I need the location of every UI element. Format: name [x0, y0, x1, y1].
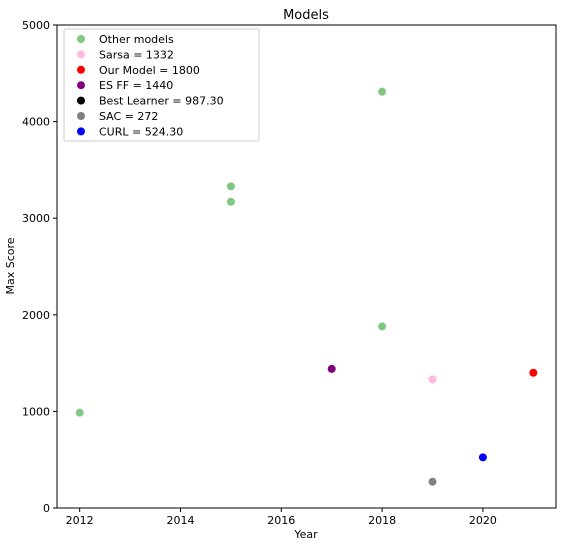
x-axis-label: Year	[293, 528, 318, 541]
legend-label: Our Model = 1800	[99, 64, 200, 77]
x-tick-label: 2014	[166, 514, 194, 527]
data-points	[75, 87, 538, 486]
data-point	[428, 477, 437, 486]
data-point	[529, 368, 538, 377]
legend-box	[63, 28, 260, 142]
legend-marker	[77, 35, 85, 43]
legend-marker	[77, 50, 85, 59]
y-tick-label: 4000	[22, 116, 50, 129]
legend-marker	[77, 127, 85, 136]
legend-label: Sarsa = 1332	[99, 48, 174, 61]
legend-label: CURL = 524.30	[99, 125, 183, 138]
data-point	[478, 453, 487, 462]
legend-label: Other models	[99, 33, 174, 46]
legend-marker	[77, 112, 85, 120]
legend-label: Best Learner = 987.30	[99, 95, 224, 108]
legend-marker	[77, 65, 85, 74]
x-tick-label: 2018	[368, 514, 396, 527]
data-point	[378, 322, 387, 331]
data-point	[226, 182, 235, 191]
y-axis-ticks: 0 1000 2000 3000 4000 5000	[22, 19, 57, 515]
x-tick-label: 2016	[267, 514, 295, 527]
y-tick-label: 3000	[22, 212, 50, 225]
x-tick-label: 2012	[66, 514, 94, 527]
chart-legend: Other models Sarsa = 1332 Our Model = 1800…	[63, 28, 260, 142]
data-point	[226, 197, 235, 206]
data-point	[327, 364, 336, 373]
plot-frame	[56, 24, 557, 509]
y-axis-label: Max Score	[4, 237, 17, 294]
y-tick-label: 2000	[22, 309, 50, 322]
y-tick-label: 1000	[22, 405, 50, 418]
legend-label: SAC = 272	[99, 110, 158, 123]
legend-marker	[77, 81, 85, 90]
y-tick-label: 5000	[22, 19, 50, 32]
data-point	[75, 408, 84, 417]
legend-label: ES FF = 1440	[99, 79, 173, 92]
data-point	[428, 375, 437, 384]
data-point	[378, 87, 387, 96]
chart-title: Models	[283, 8, 329, 23]
x-axis-ticks: 2012 2014 2016 2018 2020	[66, 508, 497, 527]
x-tick-label: 2020	[469, 514, 497, 527]
legend-marker	[77, 96, 85, 105]
legend-items: Other models Sarsa = 1332 Our Model = 1800…	[77, 33, 224, 138]
y-tick-label: 0	[43, 502, 50, 515]
